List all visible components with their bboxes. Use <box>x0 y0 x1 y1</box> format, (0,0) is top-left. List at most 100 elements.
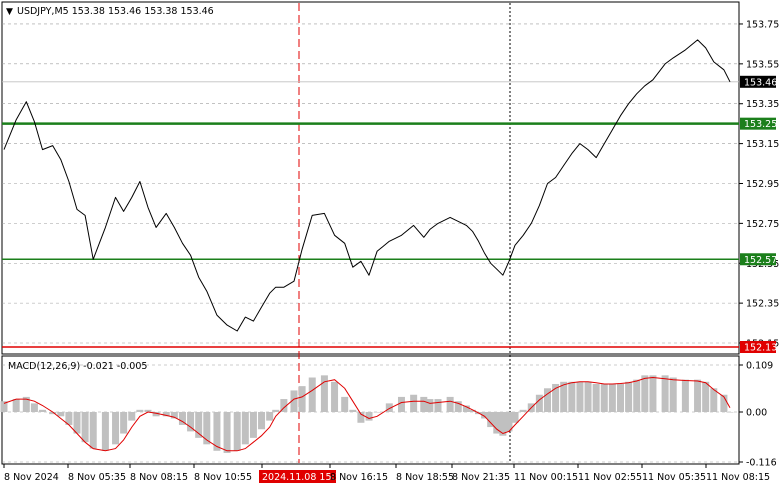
macd-histogram-bar <box>170 411 178 419</box>
macd-signal-line <box>3 376 731 452</box>
macd-histogram-bar <box>57 411 65 417</box>
macd-histogram-bar <box>410 394 418 412</box>
macd-histogram-bar <box>120 411 128 434</box>
price-y-ticks: 153.75 153.55 153.35 153.15 152.95 152.75 152.… <box>739 19 779 350</box>
macd-histogram-bar <box>241 411 249 445</box>
macd-histogram-bar <box>681 379 689 412</box>
level-label-box <box>740 341 776 353</box>
macd-histogram-bar <box>203 411 211 445</box>
price-tick-label: 153.35 <box>746 99 779 110</box>
macd-histogram-bar <box>468 409 476 412</box>
macd-histogram-bar <box>178 411 186 425</box>
macd-histogram-bar <box>454 401 462 412</box>
macd-histogram-bar <box>12 399 20 412</box>
x-tick-label: 8 Nov 2024 <box>4 472 59 483</box>
macd-histogram-bar <box>349 409 357 412</box>
macd-histogram-bar <box>331 381 339 412</box>
macd-histogram-bar <box>702 381 710 412</box>
macd-y-ticks: 0.109 0.00 -0.116 <box>739 361 777 469</box>
macd-histogram-bar <box>641 375 649 412</box>
macd-histogram-bar <box>290 390 298 412</box>
macd-histogram-bar <box>195 411 203 438</box>
current-price-label: 153.46 <box>744 77 777 88</box>
macd-histogram-bar <box>434 399 442 412</box>
dropdown-arrow-icon[interactable]: ▼ <box>6 7 13 17</box>
macd-histogram-bar <box>272 409 280 412</box>
macd-histogram-bar <box>616 383 624 412</box>
macd-histogram-bar <box>633 379 641 412</box>
chart-header: USDJPY,M5 153.38 153.46 153.38 153.46 <box>17 6 214 17</box>
macd-histogram-bar <box>726 411 734 413</box>
macd-histogram-bar <box>552 383 560 412</box>
level-label-text: 152.57 <box>744 255 777 266</box>
current-price-label-box <box>740 75 776 88</box>
x-tick-label: 8 Nov 05:35 <box>68 472 126 483</box>
macd-histogram-bar <box>462 405 470 412</box>
macd-histogram-bar <box>49 411 57 415</box>
price-line <box>3 39 731 332</box>
macd-histogram-bar <box>112 411 120 445</box>
level-labels: 153.25 152.57 152.13 153.46 <box>740 75 777 354</box>
macd-tick-label: 0.00 <box>746 407 767 418</box>
x-tick-label: 8 Nov 16:15 <box>330 472 388 483</box>
macd-title: MACD(12,26,9) -0.021 -0.005 <box>8 361 147 372</box>
macd-histogram-bar <box>81 411 89 443</box>
price-panel-frame <box>1 1 740 355</box>
macd-histogram-bar <box>560 381 568 412</box>
x-tick-label: 8 Nov 21:35 <box>452 472 510 483</box>
macd-histogram-bar <box>89 411 97 449</box>
macd-histogram-bar <box>397 396 405 412</box>
macd-histogram-bar <box>73 411 81 434</box>
macd-histogram-bar <box>308 377 316 412</box>
macd-histogram-bar <box>357 411 365 423</box>
macd-histogram-bar <box>365 411 373 421</box>
macd-histogram-bar <box>720 394 728 412</box>
level-label-box <box>740 117 776 130</box>
macd-tick-label: -0.116 <box>746 458 777 469</box>
macd-histogram-bar <box>152 411 160 417</box>
macd-histogram-bar <box>649 375 657 412</box>
macd-histogram-bar <box>487 411 495 428</box>
x-tick-label-highlight: 2024.11.08 15:15 <box>262 472 347 483</box>
price-series <box>3 39 731 332</box>
macd-histogram-bar <box>625 381 633 412</box>
price-tick-label: 153.55 <box>746 59 779 70</box>
macd-histogram-bar <box>608 383 616 412</box>
macd-histogram-bar <box>694 379 702 412</box>
macd-histogram-bar <box>661 375 669 412</box>
level-label-text: 152.13 <box>744 343 777 354</box>
macd-histogram-bar <box>592 383 600 412</box>
x-tick-label: 8 Nov 10:55 <box>194 472 252 483</box>
price-grid <box>2 23 739 344</box>
macd-histogram-bar <box>213 411 221 451</box>
x-tick-label: 8 Nov 08:15 <box>130 472 188 483</box>
macd-histogram-bar <box>39 409 47 412</box>
macd-histogram-bar <box>249 411 257 438</box>
macd-histogram-bar <box>505 411 513 432</box>
x-tick-label: 11 Nov 02:55 <box>578 472 642 483</box>
macd-histogram-bar <box>0 401 8 412</box>
price-tick-label: 152.75 <box>746 219 779 230</box>
price-tick-label: 152.35 <box>746 299 779 310</box>
macd-histogram-bar <box>341 396 349 412</box>
macd-histogram-bar <box>373 411 381 413</box>
macd-histogram-bar <box>233 411 241 451</box>
macd-histogram-bar <box>669 377 677 412</box>
price-tick-label: 152.95 <box>746 179 779 190</box>
macd-histogram-bar <box>568 381 576 412</box>
macd-histogram-bar <box>101 411 109 451</box>
macd-histogram-bar <box>511 411 519 423</box>
time-highlight-box <box>259 470 336 483</box>
macd-histogram-bar <box>519 409 527 412</box>
macd-histogram-bar <box>710 388 718 412</box>
macd-histogram-bar <box>258 411 266 430</box>
macd-histogram-bar <box>600 383 608 412</box>
macd-histogram-bar <box>499 411 507 436</box>
macd-histogram-bar <box>223 411 231 453</box>
macd-histogram-bar <box>136 409 144 412</box>
macd-histogram-bar <box>385 403 393 412</box>
macd-histogram-bar <box>576 381 584 412</box>
macd-histogram-bar <box>128 411 136 421</box>
